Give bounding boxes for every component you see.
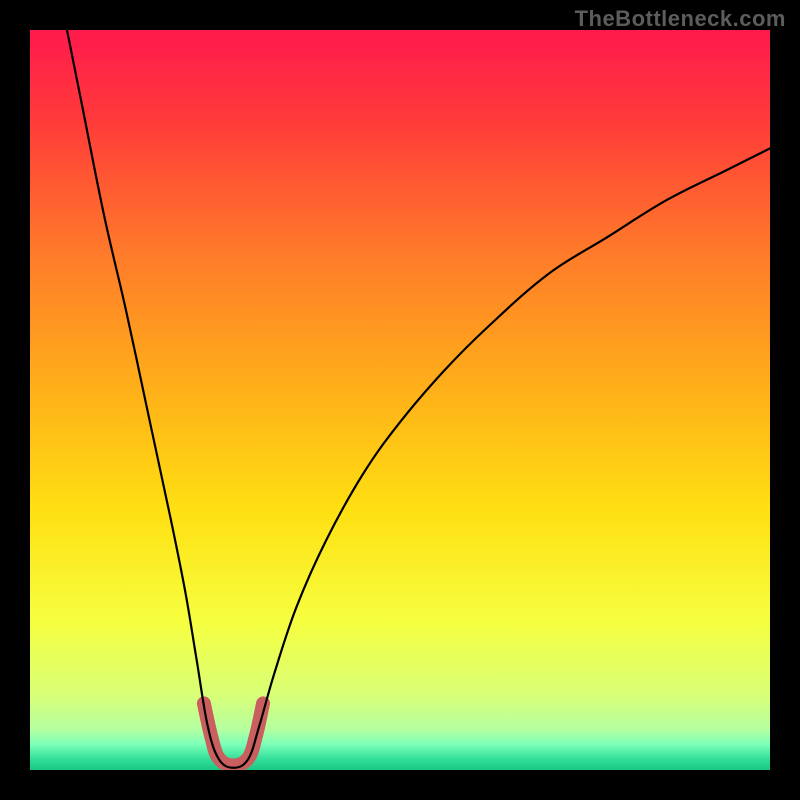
watermark-text: TheBottleneck.com	[575, 6, 786, 32]
plot-area	[30, 30, 770, 770]
chart-outer: TheBottleneck.com	[0, 0, 800, 800]
bottleneck-curve	[67, 30, 770, 768]
curve-layer	[30, 30, 770, 770]
highlight-segment	[204, 703, 263, 765]
